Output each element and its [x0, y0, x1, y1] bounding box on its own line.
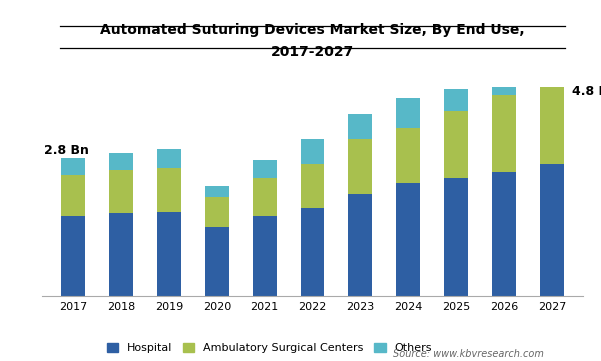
Bar: [109, 153, 133, 170]
Bar: [157, 149, 181, 168]
Text: 4.8 Bn: 4.8 Bn: [572, 84, 601, 97]
Bar: [444, 112, 468, 178]
Bar: [157, 168, 181, 212]
Bar: [61, 158, 85, 175]
Bar: [252, 216, 276, 296]
Bar: [205, 197, 229, 227]
Text: Automated Suturing Devices Market Size, By End Use,: Automated Suturing Devices Market Size, …: [100, 23, 525, 38]
Bar: [157, 212, 181, 296]
Bar: [540, 164, 564, 296]
Bar: [492, 74, 516, 95]
Bar: [396, 183, 420, 296]
Bar: [444, 178, 468, 296]
Bar: [109, 170, 133, 213]
Bar: [349, 139, 373, 194]
Legend: Hospital, Ambulatory Surgical Centers, Others: Hospital, Ambulatory Surgical Centers, O…: [102, 338, 436, 357]
Bar: [252, 160, 276, 178]
Bar: [349, 114, 373, 139]
Bar: [109, 213, 133, 296]
Text: 2017-2027: 2017-2027: [271, 45, 354, 59]
Bar: [205, 227, 229, 296]
Bar: [61, 175, 85, 216]
Text: 2.8 Bn: 2.8 Bn: [44, 144, 90, 157]
Bar: [349, 194, 373, 296]
Bar: [205, 186, 229, 197]
Bar: [444, 90, 468, 112]
Bar: [252, 178, 276, 216]
Bar: [540, 43, 564, 81]
Bar: [300, 208, 325, 296]
Bar: [492, 172, 516, 296]
Bar: [492, 95, 516, 172]
Bar: [300, 164, 325, 208]
Bar: [396, 98, 420, 128]
Bar: [540, 81, 564, 164]
Text: Source: www.kbvresearch.com: Source: www.kbvresearch.com: [393, 349, 545, 359]
Bar: [396, 128, 420, 183]
Bar: [300, 139, 325, 164]
Bar: [61, 216, 85, 296]
